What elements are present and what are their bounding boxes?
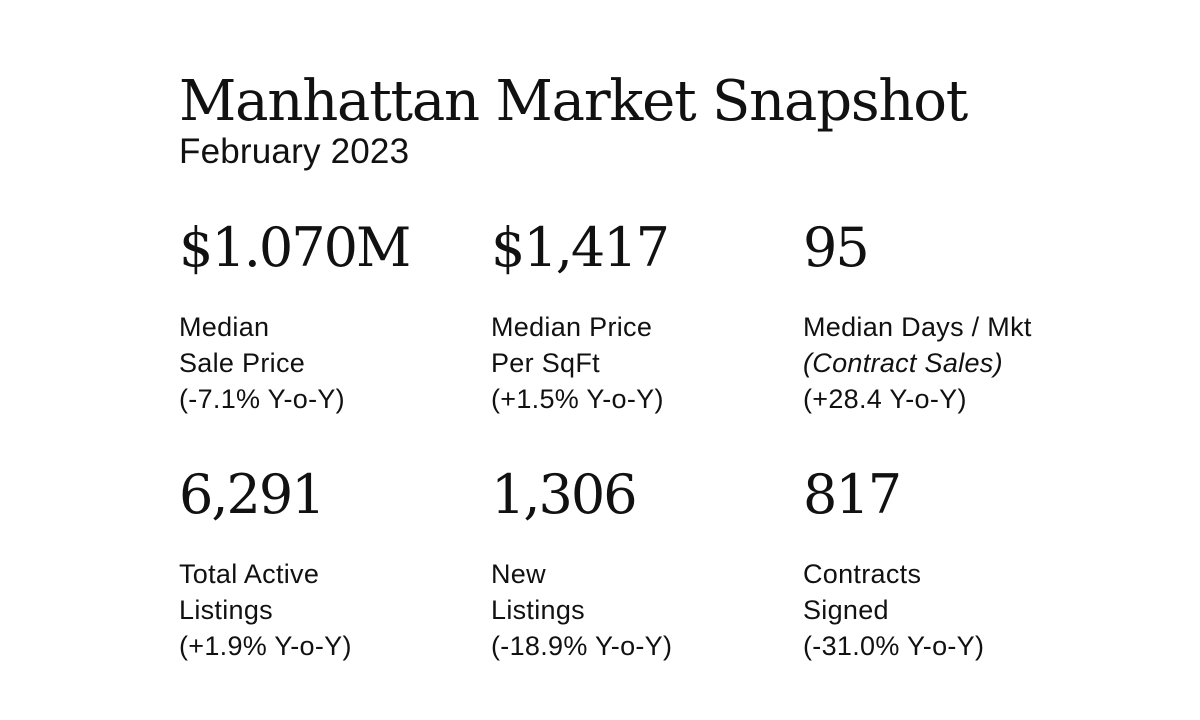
stat-change: (+1.5% Y-o-Y) <box>491 384 664 414</box>
stat-value: $1,417 <box>491 216 670 279</box>
stat-change: (-31.0% Y-o-Y) <box>803 631 985 661</box>
stat-label: Total Active Listings (+1.9% Y-o-Y) <box>179 556 479 664</box>
stat-label-line: (Contract Sales) <box>803 348 1003 378</box>
stat-label-line: Listings <box>179 595 273 625</box>
stat-value: 817 <box>803 463 902 526</box>
stat-label: Median Price Per SqFt (+1.5% Y-o-Y) <box>491 309 791 417</box>
stat-median-days-on-market: 95 Median Days / Mkt (Contract Sales) (+… <box>803 215 1103 417</box>
stat-contracts-signed: 817 Contracts Signed (-31.0% Y-o-Y) <box>803 462 1103 664</box>
stat-label-line: Contracts <box>803 559 922 589</box>
stat-change: (-18.9% Y-o-Y) <box>491 631 673 661</box>
stat-median-sale-price: $1.070M Median Sale Price (-7.1% Y-o-Y) <box>179 215 479 417</box>
stat-label-line: Sale Price <box>179 348 306 378</box>
page-title: Manhattan Market Snapshot <box>179 69 968 134</box>
stat-total-active-listings: 6,291 Total Active Listings (+1.9% Y-o-Y… <box>179 462 479 664</box>
stat-value: 95 <box>803 216 870 279</box>
stat-label-line: Median Days / Mkt <box>803 312 1032 342</box>
stats-grid: $1.070M Median Sale Price (-7.1% Y-o-Y) … <box>179 215 1159 675</box>
stat-label: New Listings (-18.9% Y-o-Y) <box>491 556 791 664</box>
stat-label-line: Signed <box>803 595 889 625</box>
stat-label: Median Sale Price (-7.1% Y-o-Y) <box>179 309 479 417</box>
stat-change: (-7.1% Y-o-Y) <box>179 384 345 414</box>
stat-label: Median Days / Mkt (Contract Sales) (+28.… <box>803 309 1103 417</box>
stat-label-line: New <box>491 559 546 589</box>
stat-label-line: Median Price <box>491 312 653 342</box>
stat-label-line: Median <box>179 312 270 342</box>
stat-median-price-per-sqft: $1,417 Median Price Per SqFt (+1.5% Y-o-… <box>491 215 791 417</box>
page-subtitle: February 2023 <box>179 132 410 171</box>
stat-value: 1,306 <box>491 463 638 526</box>
stat-value: $1.070M <box>179 216 411 279</box>
stat-label-line: Total Active <box>179 559 320 589</box>
stat-value: 6,291 <box>179 463 326 526</box>
stat-label-line: Listings <box>491 595 585 625</box>
stat-new-listings: 1,306 New Listings (-18.9% Y-o-Y) <box>491 462 791 664</box>
stat-change: (+28.4 Y-o-Y) <box>803 384 967 414</box>
stat-change: (+1.9% Y-o-Y) <box>179 631 352 661</box>
stat-label-line: Per SqFt <box>491 348 600 378</box>
stat-label: Contracts Signed (-31.0% Y-o-Y) <box>803 556 1103 664</box>
